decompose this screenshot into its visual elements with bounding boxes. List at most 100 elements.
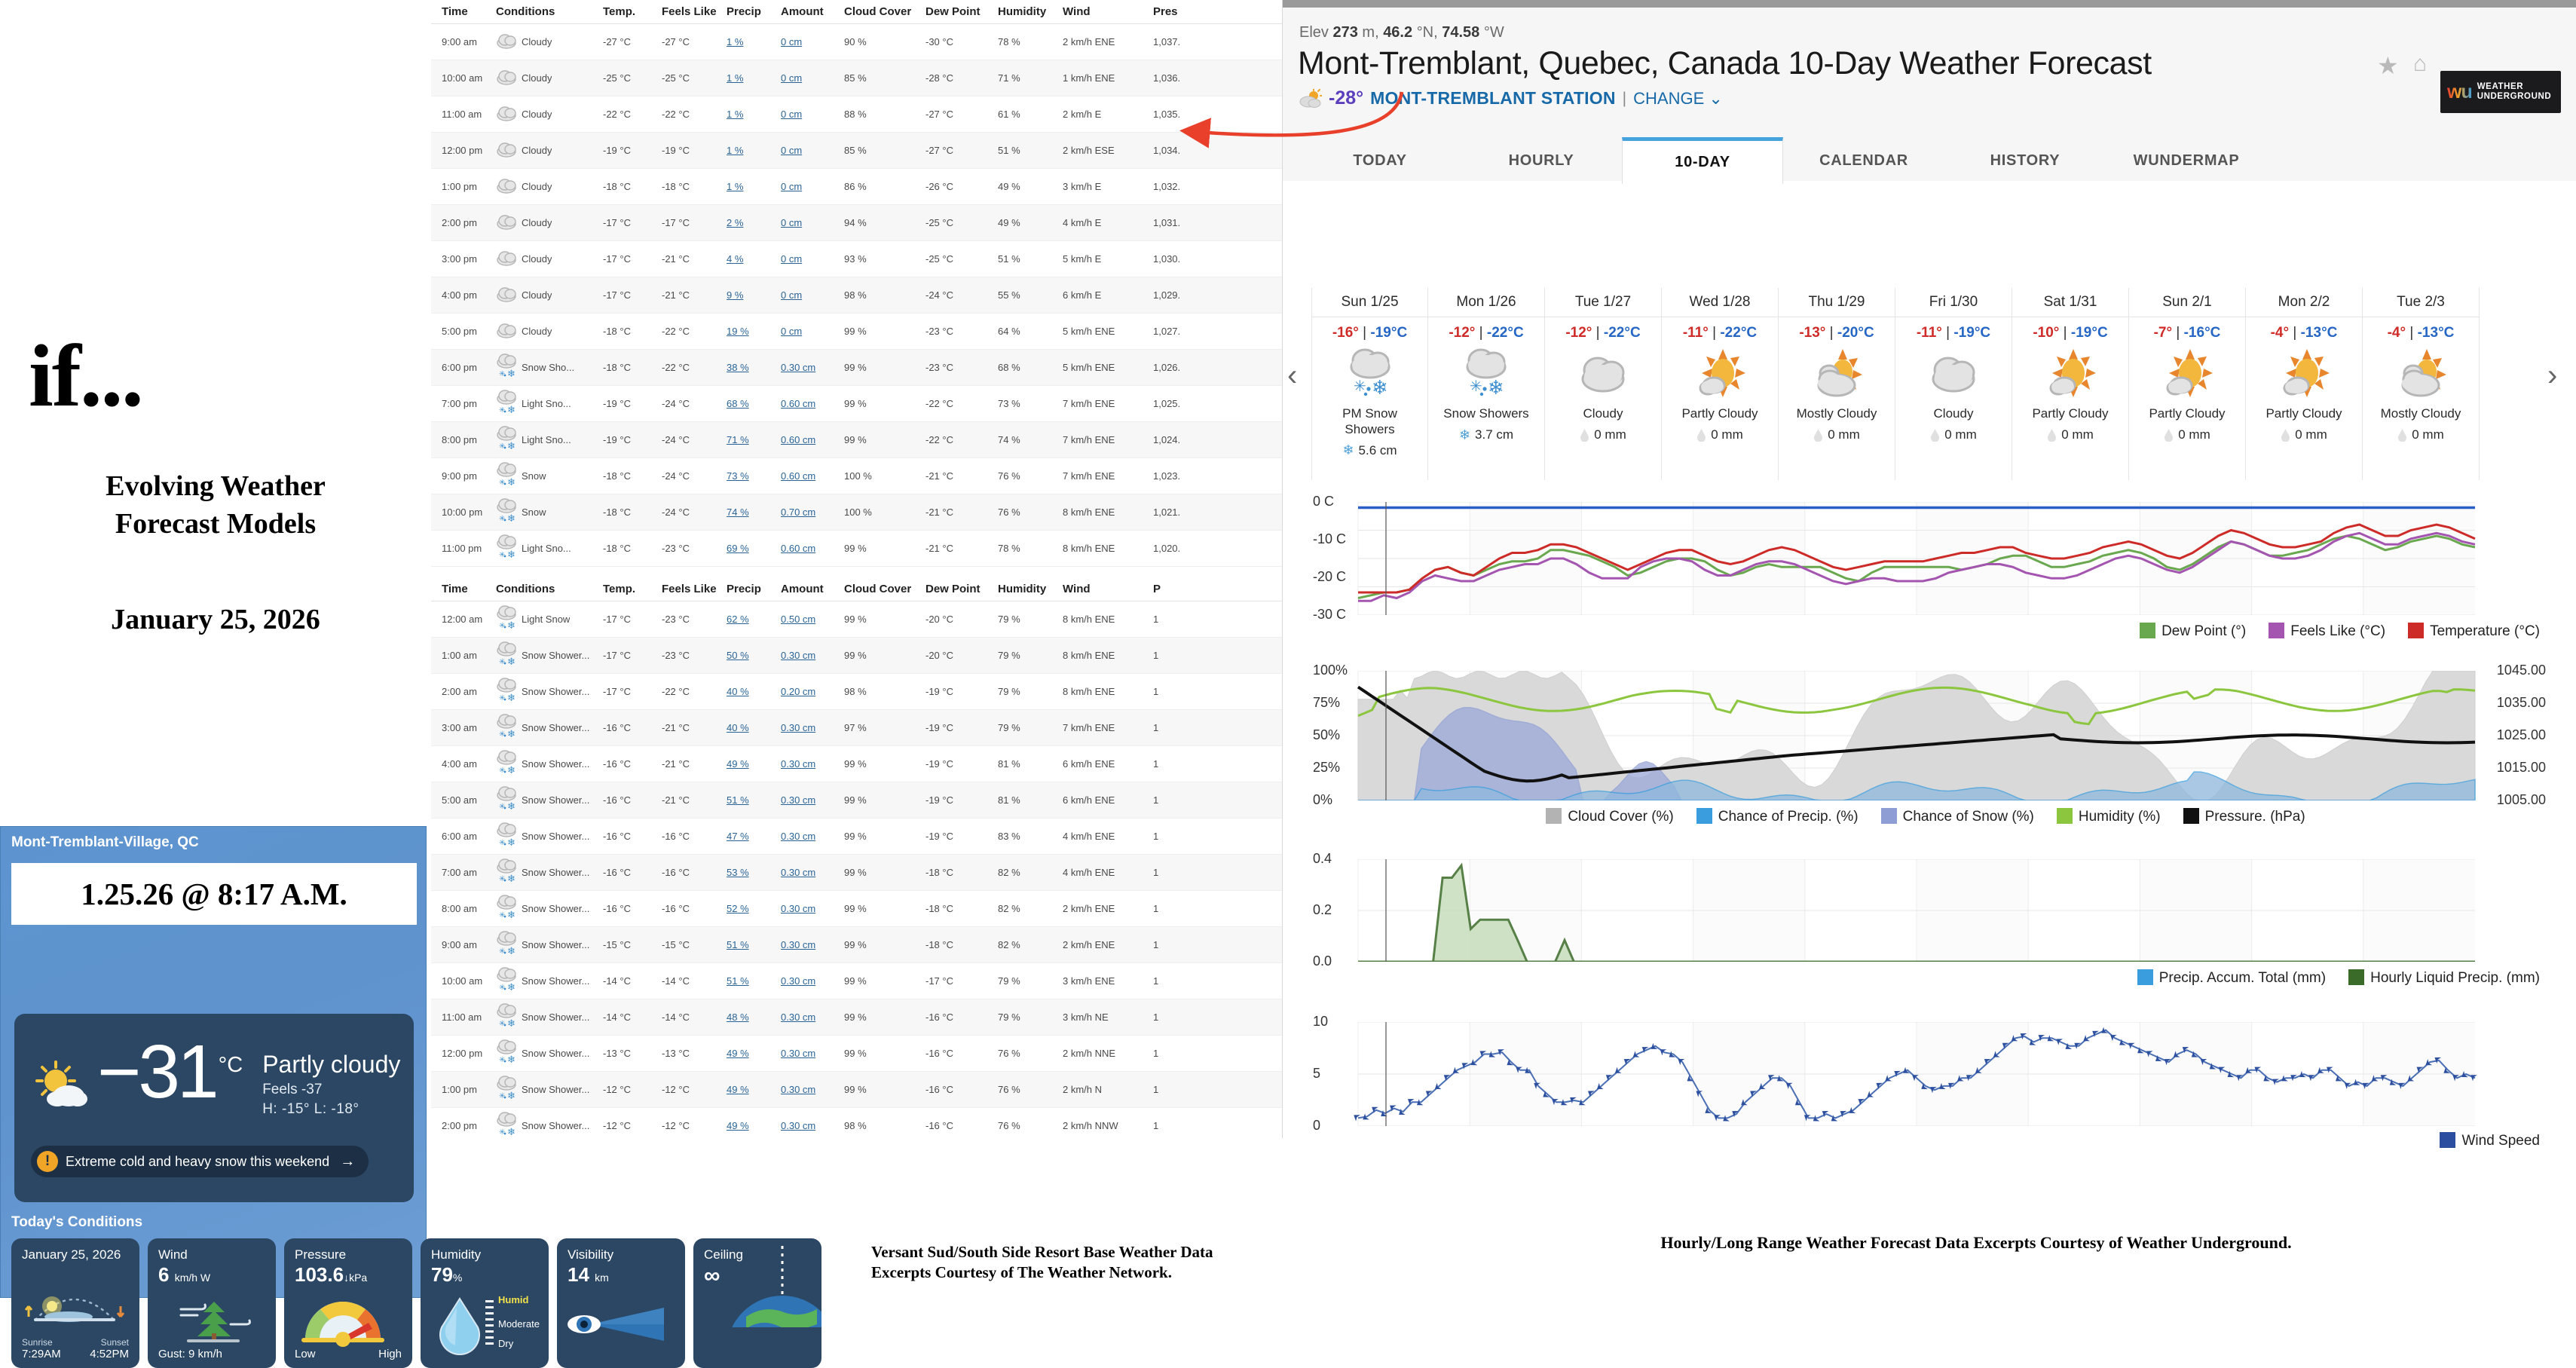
cell-precip[interactable]: 9 % <box>727 289 744 301</box>
cell-feels-like: -12 °C <box>662 1120 690 1131</box>
cell-precip[interactable]: 47 % <box>727 831 749 842</box>
tab-history[interactable]: HISTORY <box>1990 151 2060 169</box>
cell-amount[interactable]: 0 cm <box>781 326 803 337</box>
cell-amount[interactable]: 0.60 cm <box>781 470 816 482</box>
cell-precip[interactable]: 19 % <box>727 326 749 337</box>
cell-precip[interactable]: 40 % <box>727 722 749 733</box>
cell-precip[interactable]: 69 % <box>727 543 749 554</box>
cell-precip[interactable]: 49 % <box>727 1084 749 1095</box>
cell-precip[interactable]: 1 % <box>727 36 744 47</box>
cell-precip[interactable]: 71 % <box>727 434 749 445</box>
forecast-day-card[interactable]: Sat 1/31 -10° | -19°C Partly Cloudy 0 mm <box>2012 288 2129 480</box>
cell-amount[interactable]: 0.30 cm <box>781 794 816 806</box>
forecast-day-card[interactable]: Fri 1/30 -11° | -19°C Cloudy 0 mm <box>1895 288 2012 480</box>
forecast-day-card[interactable]: Thu 1/29 -13° | -20°C Mostly Cloudy 0 mm <box>1779 288 1895 480</box>
cell-amount[interactable]: 0.30 cm <box>781 362 816 373</box>
cell-precip[interactable]: 74 % <box>727 506 749 518</box>
change-station-link[interactable]: CHANGE ⌄ <box>1633 88 1723 108</box>
cell-dew-point: -27 °C <box>925 145 953 156</box>
tab-hourly[interactable]: HOURLY <box>1508 151 1574 169</box>
cell-pressure: 1,032. <box>1153 181 1181 192</box>
cell-precip[interactable]: 4 % <box>727 253 744 265</box>
forecast-day-card[interactable]: Tue 1/27 -12° | -22°C Cloudy 0 mm <box>1545 288 1662 480</box>
cell-precip[interactable]: 1 % <box>727 145 744 156</box>
cell-amount[interactable]: 0.50 cm <box>781 614 816 625</box>
cell-precip[interactable]: 51 % <box>727 794 749 806</box>
forecast-day-card[interactable]: Sun 1/25 -16° | -19°C ✳ ❄ PM Snow Showers ❄ 5.… <box>1311 288 1428 480</box>
tab-today[interactable]: TODAY <box>1353 151 1407 169</box>
cell-precip[interactable]: 51 % <box>727 939 749 950</box>
cell-amount[interactable]: 0 cm <box>781 109 803 120</box>
cell-amount[interactable]: 0.70 cm <box>781 506 816 518</box>
cell-precip[interactable]: 73 % <box>727 470 749 482</box>
cell-amount[interactable]: 0.30 cm <box>781 1048 816 1059</box>
cell-amount[interactable]: 0 cm <box>781 217 803 228</box>
cell-conditions: ✳ ❄ Snow <box>496 498 603 526</box>
cell-amount[interactable]: 0 cm <box>781 72 803 84</box>
cell-precip[interactable]: 2 % <box>727 217 744 228</box>
tab-10-day[interactable]: 10-DAY <box>1622 137 1783 184</box>
cell-pressure: 1,025. <box>1153 398 1181 409</box>
cell-amount[interactable]: 0.30 cm <box>781 722 816 733</box>
annotation-arrow <box>1179 91 1404 148</box>
cell-amount[interactable]: 0.30 cm <box>781 758 816 770</box>
table-row: 4:00 pm Cloudy -17 °C -21 °C 9 % 0 cm 98 % -24 … <box>431 277 1282 314</box>
card-wind[interactable]: Wind 6 km/h W Gust: 9 km/h <box>148 1238 276 1368</box>
cell-precip[interactable]: 48 % <box>727 1011 749 1023</box>
cell-amount[interactable]: 0.30 cm <box>781 975 816 987</box>
tab-calendar[interactable]: CALENDAR <box>1819 151 1908 169</box>
cell-amount[interactable]: 0.30 cm <box>781 939 816 950</box>
cell-amount[interactable]: 0.30 cm <box>781 903 816 914</box>
home-icon[interactable]: ⌂ <box>2413 51 2428 76</box>
next-days-button[interactable]: › <box>2547 359 2558 392</box>
cell-precip[interactable]: 53 % <box>727 867 749 878</box>
cell-amount[interactable]: 0.30 cm <box>781 867 816 878</box>
cell-amount[interactable]: 0 cm <box>781 145 803 156</box>
cell-precip[interactable]: 40 % <box>727 686 749 697</box>
forecast-day-card[interactable]: Tue 2/3 -4° | -13°C Mostly Cloudy 0 mm <box>2363 288 2480 480</box>
cell-amount[interactable]: 0.60 cm <box>781 398 816 409</box>
cell-precip[interactable]: 38 % <box>727 362 749 373</box>
cell-precip[interactable]: 52 % <box>727 903 749 914</box>
cell-amount[interactable]: 0.30 cm <box>781 1084 816 1095</box>
cell-precip[interactable]: 50 % <box>727 650 749 661</box>
cell-precip[interactable]: 68 % <box>727 398 749 409</box>
cell-amount[interactable]: 0 cm <box>781 289 803 301</box>
star-icon[interactable]: ★ <box>2377 52 2399 79</box>
cell-amount[interactable]: 0.30 cm <box>781 650 816 661</box>
prev-days-button[interactable]: ‹ <box>1287 359 1298 392</box>
cell-amount[interactable]: 0 cm <box>781 36 803 47</box>
card-pressure[interactable]: Pressure 103.6↓kPa Low High <box>284 1238 412 1368</box>
cell-amount[interactable]: 0.20 cm <box>781 686 816 697</box>
cell-amount[interactable]: 0.30 cm <box>781 1120 816 1131</box>
cell-precip[interactable]: 51 % <box>727 975 749 987</box>
cell-conditions: ✳ ❄ Snow Shower... <box>496 931 603 959</box>
cell-precip[interactable]: 49 % <box>727 758 749 770</box>
cell-precip[interactable]: 1 % <box>727 72 744 84</box>
forecast-day-card[interactable]: Mon 1/26 -12° | -22°C ✳ ❄ Snow Showers ❄ 3.7 c… <box>1428 288 1545 480</box>
cell-pressure: 1,034. <box>1153 145 1181 156</box>
cell-precip[interactable]: 1 % <box>727 181 744 192</box>
cell-amount[interactable]: 0.30 cm <box>781 831 816 842</box>
card-ceiling[interactable]: Ceiling ∞ <box>693 1238 821 1368</box>
cell-amount[interactable]: 0.30 cm <box>781 1011 816 1023</box>
forecast-day-card[interactable]: Mon 2/2 -4° | -13°C Partly Cloudy 0 mm <box>2246 288 2363 480</box>
station-name-link[interactable]: MONT-TREMBLANT STATION <box>1370 88 1616 108</box>
cell-amount[interactable]: 0 cm <box>781 181 803 192</box>
cell-precip[interactable]: 1 % <box>727 109 744 120</box>
cell-precip[interactable]: 49 % <box>727 1048 749 1059</box>
card-humidity[interactable]: Humidity 79% Humid Moderate Dry <box>421 1238 549 1368</box>
cell-amount[interactable]: 0.60 cm <box>781 434 816 445</box>
cell-pressure: 1,029. <box>1153 289 1181 301</box>
tab-wundermap[interactable]: WUNDERMAP <box>2133 151 2240 169</box>
cell-precip[interactable]: 62 % <box>727 614 749 625</box>
weather-alert-banner[interactable]: ! Extreme cold and heavy snow this weeke… <box>31 1146 369 1177</box>
forecast-day-card[interactable]: Sun 2/1 -7° | -16°C Partly Cloudy 0 mm <box>2129 288 2246 480</box>
card-sunrise-sunset[interactable]: January 25, 2026 Sunrise 7:29AM Sunset 4:5… <box>11 1238 139 1368</box>
forecast-day-card[interactable]: Wed 1/28 -11° | -22°C Partly Cloudy 0 mm <box>1662 288 1779 480</box>
cell-amount[interactable]: 0 cm <box>781 253 803 265</box>
card-visibility[interactable]: Visibility 14 km <box>557 1238 685 1368</box>
cell-precip[interactable]: 49 % <box>727 1120 749 1131</box>
cell-dew-point: -27 °C <box>925 109 953 120</box>
cell-amount[interactable]: 0.60 cm <box>781 543 816 554</box>
